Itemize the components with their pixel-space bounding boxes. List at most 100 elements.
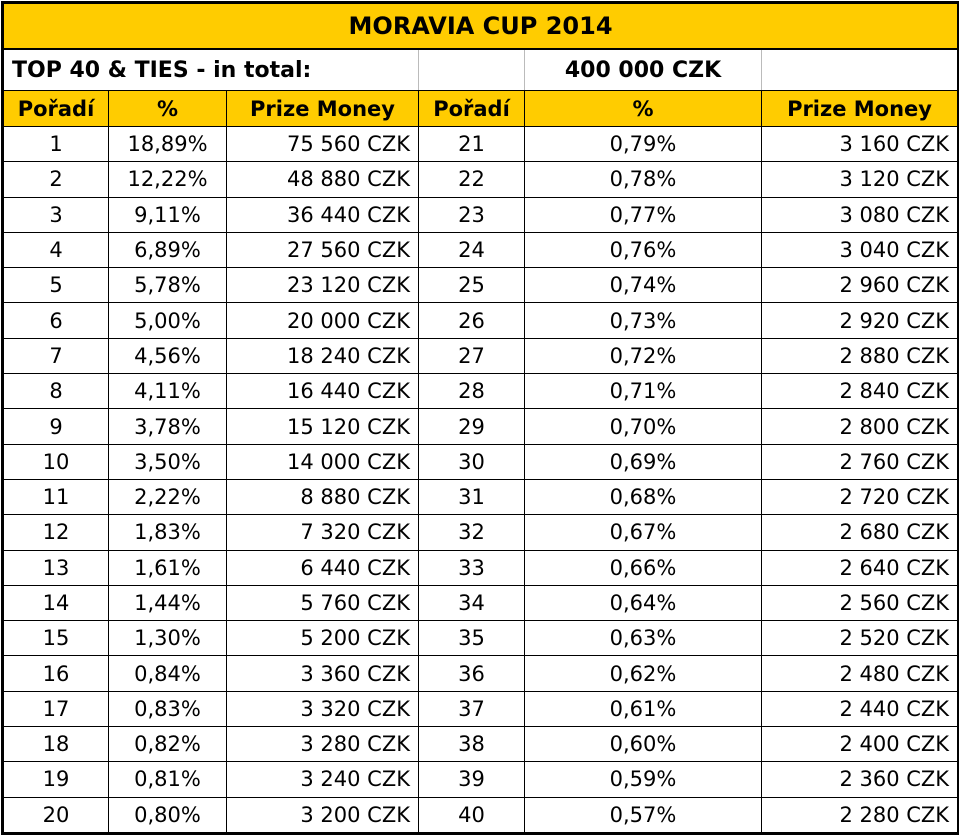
place-cell: 31 xyxy=(418,478,525,516)
place-cell: 22 xyxy=(418,161,525,198)
prize-cell: 3 080 CZK xyxy=(760,196,959,233)
percent-cell: 0,79% xyxy=(524,125,762,163)
percent-cell: 0,66% xyxy=(524,549,762,586)
place-cell: 38 xyxy=(418,726,525,763)
place-cell: 9 xyxy=(2,408,109,445)
percent-cell: 12,22% xyxy=(108,161,227,198)
table-row: 17 0,83% 3 320 CZK 37 0,61% 2 440 CZK xyxy=(2,690,959,728)
header-prize: Prize Money xyxy=(760,90,959,127)
percent-cell: 0,63% xyxy=(524,620,762,657)
prize-cell: 2 480 CZK xyxy=(760,655,959,692)
table-row: 6 5,00% 20 000 CZK 26 0,73% 2 920 CZK xyxy=(2,302,959,339)
place-cell: 28 xyxy=(418,373,525,410)
place-cell: 26 xyxy=(418,302,525,339)
table-row: 11 2,22% 8 880 CZK 31 0,68% 2 720 CZK xyxy=(2,478,959,516)
percent-cell: 0,64% xyxy=(524,584,762,622)
percent-cell: 18,89% xyxy=(108,125,227,163)
percent-cell: 4,11% xyxy=(108,373,227,410)
table-row: 4 6,89% 27 560 CZK 24 0,76% 3 040 CZK xyxy=(2,231,959,269)
place-cell: 36 xyxy=(418,655,525,692)
percent-cell: 0,82% xyxy=(108,726,227,763)
empty-cell xyxy=(760,49,959,91)
prize-cell: 2 840 CZK xyxy=(760,373,959,410)
prize-cell: 5 200 CZK xyxy=(226,620,419,657)
percent-cell: 3,50% xyxy=(108,443,227,480)
table-row: 19 0,81% 3 240 CZK 39 0,59% 2 360 CZK xyxy=(2,761,959,798)
percent-cell: 2,22% xyxy=(108,478,227,516)
prize-cell: 3 280 CZK xyxy=(226,726,419,763)
prize-cell: 15 120 CZK xyxy=(226,408,419,445)
place-cell: 4 xyxy=(2,231,109,269)
prize-cell: 3 360 CZK xyxy=(226,655,419,692)
table-title: MORAVIA CUP 2014 xyxy=(1,2,959,50)
place-cell: 29 xyxy=(418,408,525,445)
percent-cell: 0,68% xyxy=(524,478,762,516)
percent-cell: 6,89% xyxy=(108,231,227,269)
place-cell: 20 xyxy=(2,796,109,834)
percent-cell: 1,61% xyxy=(108,549,227,586)
place-cell: 6 xyxy=(2,302,109,339)
table-row: 14 1,44% 5 760 CZK 34 0,64% 2 560 CZK xyxy=(2,584,959,622)
percent-cell: 0,73% xyxy=(524,302,762,339)
place-cell: 15 xyxy=(2,620,109,657)
place-cell: 39 xyxy=(418,761,525,798)
table-row: 13 1,61% 6 440 CZK 33 0,66% 2 640 CZK xyxy=(2,549,959,586)
prize-cell: 23 120 CZK xyxy=(226,267,419,304)
place-cell: 35 xyxy=(418,620,525,657)
prize-cell: 2 920 CZK xyxy=(760,302,959,339)
header-percent: % xyxy=(108,90,227,127)
percent-cell: 4,56% xyxy=(108,337,227,375)
table-row: 9 3,78% 15 120 CZK 29 0,70% 2 800 CZK xyxy=(2,408,959,445)
header-place: Pořadí xyxy=(418,90,525,127)
percent-cell: 0,71% xyxy=(524,373,762,410)
place-cell: 11 xyxy=(2,478,109,516)
percent-cell: 9,11% xyxy=(108,196,227,233)
prize-cell: 2 400 CZK xyxy=(760,726,959,763)
prize-cell: 2 640 CZK xyxy=(760,549,959,586)
place-cell: 17 xyxy=(2,690,109,728)
place-cell: 12 xyxy=(2,514,109,551)
place-cell: 24 xyxy=(418,231,525,269)
place-cell: 30 xyxy=(418,443,525,480)
table-row: 10 3,50% 14 000 CZK 30 0,69% 2 760 CZK xyxy=(2,443,959,480)
place-cell: 2 xyxy=(2,161,109,198)
percent-cell: 1,44% xyxy=(108,584,227,622)
place-cell: 14 xyxy=(2,584,109,622)
prize-cell: 2 360 CZK xyxy=(760,761,959,798)
prize-cell: 2 880 CZK xyxy=(760,337,959,375)
percent-cell: 0,59% xyxy=(524,761,762,798)
prize-cell: 2 440 CZK xyxy=(760,690,959,728)
percent-cell: 0,57% xyxy=(524,796,762,834)
subtitle: TOP 40 & TIES - in total: xyxy=(2,49,419,91)
percent-cell: 0,74% xyxy=(524,267,762,304)
prize-cell: 6 440 CZK xyxy=(226,549,419,586)
place-cell: 7 xyxy=(2,337,109,375)
place-cell: 33 xyxy=(418,549,525,586)
place-cell: 37 xyxy=(418,690,525,728)
prize-cell: 3 200 CZK xyxy=(226,796,419,834)
place-cell: 23 xyxy=(418,196,525,233)
title-row: MORAVIA CUP 2014 xyxy=(1,2,959,50)
prize-cell: 2 280 CZK xyxy=(760,796,959,834)
table-row: 12 1,83% 7 320 CZK 32 0,67% 2 680 CZK xyxy=(2,514,959,551)
header-place: Pořadí xyxy=(2,90,109,127)
place-cell: 8 xyxy=(2,373,109,410)
percent-cell: 1,83% xyxy=(108,514,227,551)
prize-cell: 2 680 CZK xyxy=(760,514,959,551)
header-percent: % xyxy=(524,90,762,127)
table-row: 7 4,56% 18 240 CZK 27 0,72% 2 880 CZK xyxy=(2,337,959,375)
place-cell: 32 xyxy=(418,514,525,551)
percent-cell: 0,62% xyxy=(524,655,762,692)
percent-cell: 0,78% xyxy=(524,161,762,198)
percent-cell: 1,30% xyxy=(108,620,227,657)
place-cell: 10 xyxy=(2,443,109,480)
prize-cell: 20 000 CZK xyxy=(226,302,419,339)
prize-cell: 36 440 CZK xyxy=(226,196,419,233)
subtitle-row: TOP 40 & TIES - in total: 400 000 CZK xyxy=(2,49,959,91)
prize-cell: 16 440 CZK xyxy=(226,373,419,410)
empty-cell xyxy=(418,49,525,91)
place-cell: 21 xyxy=(418,125,525,163)
prize-cell: 2 520 CZK xyxy=(760,620,959,657)
place-cell: 19 xyxy=(2,761,109,798)
place-cell: 27 xyxy=(418,337,525,375)
